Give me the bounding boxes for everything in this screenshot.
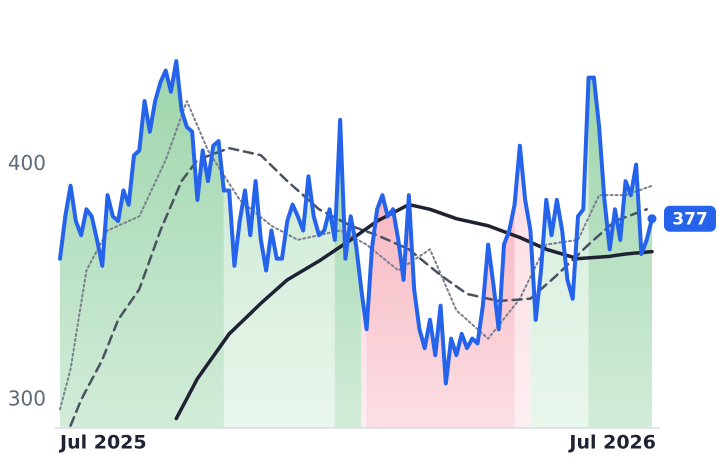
x-tick-label: Jul 2025 [58, 432, 147, 454]
price-line [58, 59, 654, 386]
y-tick-label: 400 [8, 151, 46, 175]
shade-fade [60, 61, 224, 428]
average-line [59, 100, 653, 411]
shade-fade [223, 176, 335, 428]
last-value-label: 377 [672, 210, 708, 230]
last-value-badge [664, 205, 716, 232]
last-value-dot [647, 214, 657, 224]
lines [58, 59, 654, 427]
average-line [174, 202, 654, 421]
x-tick-label: Jul 2026 [567, 432, 656, 454]
y-tick-label: 300 [8, 386, 46, 410]
axes: 300 400 Jul 2025 Jul 2026 [8, 151, 656, 453]
